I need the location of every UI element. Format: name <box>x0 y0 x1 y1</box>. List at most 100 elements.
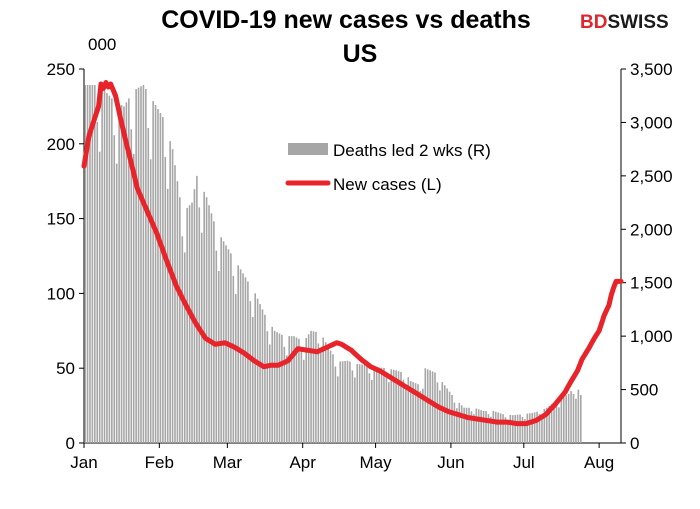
deaths-bar <box>242 273 244 443</box>
legend-label-cases: New cases (L) <box>333 175 442 194</box>
deaths-bar <box>273 330 276 443</box>
deaths-bar <box>558 407 560 443</box>
deaths-bar <box>288 336 291 443</box>
deaths-bar <box>514 414 516 443</box>
deaths-bar <box>337 376 339 443</box>
deaths-bar <box>256 298 259 443</box>
x-tick-label: Apr <box>289 453 316 472</box>
deaths-bar <box>276 332 278 443</box>
deaths-bar <box>200 232 203 443</box>
deaths-bar <box>375 367 378 443</box>
deaths-bar <box>135 89 137 444</box>
deaths-bar <box>368 373 371 443</box>
legend-label-deaths: Deaths led 2 wks (R) <box>333 141 491 160</box>
deaths-bar <box>208 205 210 443</box>
deaths-bar <box>142 85 145 444</box>
deaths-bar <box>509 414 512 443</box>
deaths-bar <box>334 366 337 443</box>
deaths-bar <box>349 361 351 443</box>
right-tick-label: 2,500 <box>630 167 673 186</box>
deaths-bar <box>417 384 419 443</box>
deaths-bar <box>516 414 519 443</box>
deaths-bar <box>463 407 465 443</box>
deaths-bar <box>366 364 368 443</box>
deaths-bar <box>106 93 108 444</box>
deaths-bar <box>395 370 397 443</box>
deaths-bar <box>300 350 303 443</box>
right-tick-label: 3,000 <box>630 113 673 132</box>
deaths-bar <box>118 103 120 443</box>
chart-title-line1: COVID-19 new cases vs deaths <box>161 6 531 34</box>
deaths-bar <box>259 304 261 443</box>
left-tick-label: 150 <box>47 210 75 229</box>
deaths-bar <box>217 271 220 443</box>
deaths-bar <box>179 197 181 443</box>
right-tick-label: 0 <box>630 434 639 453</box>
deaths-bar <box>103 90 106 443</box>
deaths-bar <box>572 393 575 443</box>
deaths-bar <box>327 346 329 443</box>
deaths-bar <box>397 371 400 443</box>
deaths-bar <box>315 331 317 443</box>
deaths-bar <box>502 414 504 443</box>
deaths-bar <box>329 350 332 443</box>
deaths-bar <box>402 379 405 443</box>
deaths-bar <box>531 413 533 443</box>
deaths-bar <box>176 181 179 443</box>
deaths-bar <box>188 205 191 443</box>
deaths-bar <box>511 415 514 443</box>
deaths-bar <box>111 98 113 443</box>
deaths-bar <box>541 415 543 443</box>
deaths-bar <box>174 165 176 443</box>
deaths-bar <box>504 417 507 443</box>
deaths-bar <box>473 414 475 443</box>
deaths-bar <box>125 102 128 444</box>
deaths-bar <box>524 419 526 443</box>
deaths-bar <box>533 412 536 443</box>
deaths-bar <box>465 407 468 443</box>
deaths-bar <box>371 379 373 443</box>
deaths-bar <box>113 135 116 443</box>
right-tick-label: 1,000 <box>630 327 673 346</box>
brand-logo-text: BDSWISS <box>580 12 669 33</box>
deaths-bar <box>140 86 142 443</box>
deaths-bar <box>497 412 499 443</box>
deaths-bar <box>232 275 235 443</box>
deaths-bar <box>295 337 298 443</box>
deaths-bars <box>84 85 582 444</box>
deaths-bar <box>220 237 222 443</box>
deaths-bar <box>101 89 103 444</box>
deaths-bar <box>346 360 349 443</box>
deaths-bar <box>485 410 487 443</box>
deaths-bar <box>414 383 417 443</box>
deaths-bar <box>526 413 529 443</box>
deaths-bar <box>358 364 361 443</box>
deaths-bar <box>247 281 249 443</box>
deaths-bar <box>285 355 288 443</box>
deaths-bar <box>283 346 286 443</box>
deaths-bar <box>378 367 380 443</box>
deaths-bar <box>383 367 385 443</box>
deaths-bar <box>392 369 395 443</box>
deaths-bar <box>448 391 451 443</box>
deaths-bar <box>128 98 130 443</box>
deaths-bar <box>183 252 186 443</box>
deaths-bar <box>244 277 247 443</box>
deaths-bar <box>354 377 356 443</box>
deaths-bar <box>181 236 184 443</box>
deaths-bar <box>436 382 439 443</box>
deaths-bar <box>278 333 281 443</box>
deaths-bar <box>405 386 407 443</box>
deaths-bar <box>115 163 118 443</box>
deaths-bar <box>407 377 410 443</box>
deaths-bar <box>302 359 305 443</box>
deaths-bar <box>528 413 531 443</box>
deaths-bar <box>254 293 256 443</box>
deaths-bar <box>545 407 548 443</box>
deaths-bar <box>120 105 123 444</box>
deaths-bar <box>130 129 133 443</box>
deaths-bar <box>266 331 269 443</box>
deaths-bar <box>98 151 101 444</box>
deaths-bar <box>91 85 94 444</box>
